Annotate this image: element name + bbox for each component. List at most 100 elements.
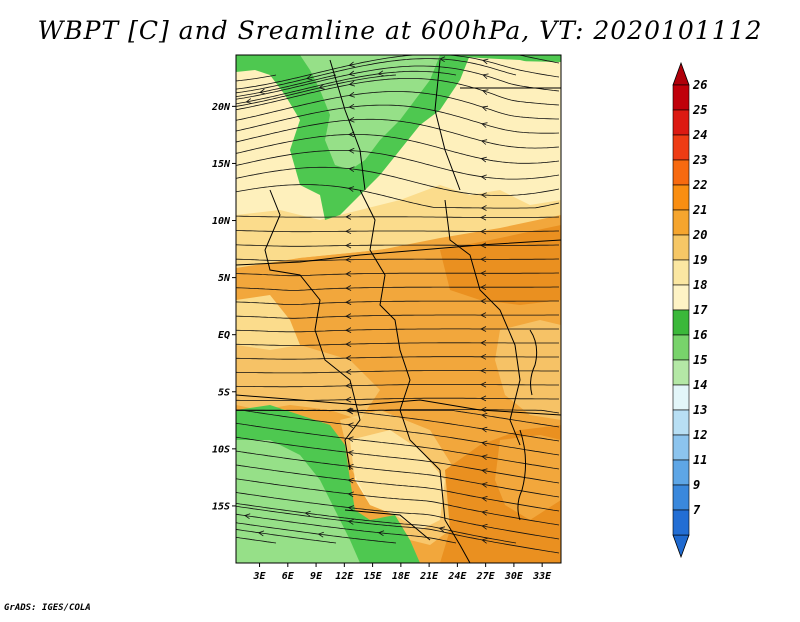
streamline-arrow [348, 70, 355, 77]
streamline [236, 104, 560, 134]
lake-outline [529, 329, 538, 396]
streamline-arrow [347, 422, 354, 429]
colorbar-swatch [672, 434, 690, 461]
colorbar-label: 11 [693, 453, 707, 467]
lon-tick-label: 6E [282, 571, 295, 582]
colorbar-swatch [672, 459, 690, 486]
streamline [236, 215, 560, 218]
streamline-arrow [348, 61, 355, 68]
lat-tick-label: 15N [212, 159, 231, 170]
streamline-arrow [480, 298, 487, 304]
colorbar-label: 17 [693, 303, 708, 317]
map-title: WBPT [C] and Sreamline at 600hPa, VT: 20… [37, 16, 763, 45]
streamline-arrow [345, 256, 352, 263]
streamline-arrow [347, 436, 354, 442]
border-line [344, 509, 431, 541]
streamline [236, 370, 559, 374]
colorbar-label: 14 [693, 378, 707, 392]
border-line [434, 59, 461, 191]
lat-tick-label: 15S [212, 501, 230, 512]
streamline-arrow [347, 505, 355, 511]
colorbar-swatch [672, 359, 690, 386]
streamline-arrow [345, 382, 352, 389]
streamline-arrow [481, 523, 488, 530]
lat-tick-label: 5N [218, 273, 231, 284]
colorbar-swatch [672, 159, 690, 186]
field-green-ne [440, 55, 561, 70]
streamline [236, 74, 277, 82]
streamline-arrow [345, 341, 352, 347]
streamline-arrow [481, 89, 489, 95]
streamline-arrow [377, 70, 384, 77]
colorbar-label: 24 [692, 128, 707, 142]
streamline-arrow [480, 139, 488, 145]
colorbar-label: 16 [693, 328, 707, 342]
streamline-arrow [347, 491, 354, 498]
streamline-arrow [244, 513, 251, 520]
streamline-arrow [245, 98, 252, 104]
colorbar-swatch [672, 509, 690, 536]
streamline [236, 505, 560, 554]
border-line [439, 469, 471, 563]
colorbar-bottom-arrow [672, 534, 690, 559]
streamline-arrow [481, 440, 488, 447]
streamline-arrow [482, 58, 489, 65]
streamline-arrow [259, 88, 266, 95]
colorbar-swatch [672, 184, 690, 211]
streamline [236, 118, 560, 149]
lat-tick-label: 10N [212, 216, 231, 227]
colorbar-label: 26 [692, 78, 707, 92]
streamline-arrow [480, 326, 487, 332]
colorbar-swatch [672, 409, 690, 436]
streamline [236, 492, 560, 540]
lon-tick-label: 33E [532, 571, 552, 582]
streamline-arrow [345, 396, 352, 403]
streamline-arrow [481, 468, 488, 474]
lon-tick-label: 18E [392, 571, 411, 582]
streamline-arrow [304, 510, 311, 517]
border-line [264, 189, 361, 471]
streamline-arrow [348, 147, 355, 154]
streamline-arrow [481, 510, 488, 516]
streamline [236, 314, 559, 319]
longitude-axis: 3E 6E 9E 12E 15E 18E 21E 24E 27E 30E 33E [253, 563, 552, 582]
streamline [236, 410, 560, 456]
streamline-arrow [481, 496, 488, 502]
streamline-arrow [345, 299, 352, 305]
streamline-arrow [347, 463, 354, 470]
streamline-arrow [481, 538, 488, 544]
colorbar-label: 23 [692, 153, 707, 167]
map-frame [235, 54, 562, 564]
colorbar: 26 25 24 23 22 21 20 19 18 17 16 15 14 13 12 11 9 7 [672, 61, 708, 559]
streamline-arrow [481, 454, 488, 461]
streamline [236, 134, 560, 164]
streamline-arrow [480, 192, 487, 199]
colorbar-label: 20 [692, 228, 707, 242]
streamline [236, 328, 559, 333]
streamline-arrow [480, 340, 487, 346]
streamline [236, 478, 560, 526]
streamline [236, 272, 559, 277]
streamline-arrow [480, 270, 487, 277]
lon-tick-label: 3E [253, 571, 267, 582]
streamline-arrow [345, 327, 352, 333]
latitude-axis: 20N 15N 10N 5N EQ 5S 10S 15S [211, 102, 236, 512]
colorbar-swatch [672, 84, 690, 111]
streamline-arrow [345, 313, 352, 319]
colorbar-swatch [672, 384, 690, 411]
border-line [329, 59, 366, 191]
streamline-arrow [347, 477, 354, 484]
streamline-arrow [439, 56, 446, 63]
streamline-arrow [345, 271, 352, 277]
streamline-arrow [480, 395, 487, 402]
streamline-arrow [481, 482, 488, 488]
colorbar-label: 21 [692, 203, 707, 217]
streamline-arrow [481, 122, 488, 128]
colorbar-swatch [672, 484, 690, 511]
border-line [444, 199, 521, 446]
streamline-arrow [480, 174, 487, 181]
streamline [236, 286, 559, 291]
streamline-arrow [306, 74, 313, 81]
streamline-arrow [347, 519, 354, 525]
